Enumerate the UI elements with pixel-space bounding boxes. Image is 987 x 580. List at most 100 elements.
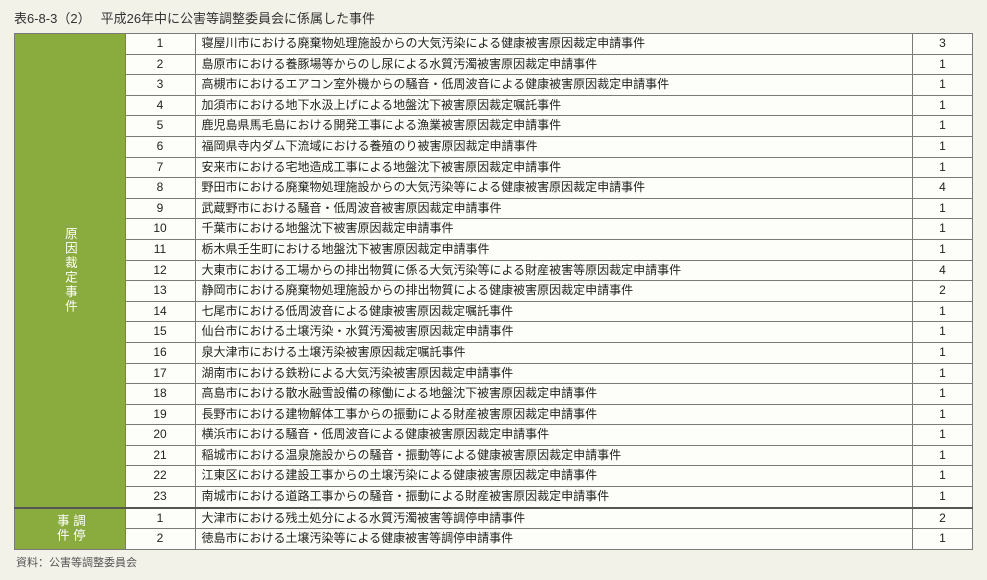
row-description: 高島市における散水融雪設備の稼働による地盤沈下被害原因裁定申請事件 — [195, 384, 913, 405]
row-count: 1 — [913, 157, 973, 178]
row-index: 4 — [125, 95, 195, 116]
row-count: 1 — [913, 425, 973, 446]
row-count: 4 — [913, 260, 973, 281]
row-index: 18 — [125, 384, 195, 405]
row-count: 1 — [913, 301, 973, 322]
row-index: 14 — [125, 301, 195, 322]
row-index: 10 — [125, 219, 195, 240]
row-description: 七尾市における低周波音による健康被害原因裁定嘱託事件 — [195, 301, 913, 322]
table-row: 調停事件1大津市における残土処分による水質汚濁被害等調停申請事件2 — [15, 508, 973, 529]
row-index: 21 — [125, 445, 195, 466]
row-index: 15 — [125, 322, 195, 343]
row-description: 高槻市におけるエアコン室外機からの騒音・低周波音による健康被害原因裁定申請事件 — [195, 75, 913, 96]
row-index: 8 — [125, 178, 195, 199]
row-count: 1 — [913, 529, 973, 550]
row-description: 大東市における工場からの排出物質に係る大気汚染等による財産被害等原因裁定申請事件 — [195, 260, 913, 281]
table-row: 23南城市における道路工事からの騒音・振動による財産被害原因裁定申請事件1 — [15, 487, 973, 508]
source-note: 資料：公害等調整委員会 — [14, 554, 973, 570]
row-description: 横浜市における騒音・低周波音による健康被害原因裁定申請事件 — [195, 425, 913, 446]
table-row: 18高島市における散水融雪設備の稼働による地盤沈下被害原因裁定申請事件1 — [15, 384, 973, 405]
table-title: 平成26年中に公害等調整委員会に係属した事件 — [101, 8, 375, 27]
table-row: 6福岡県寺内ダム下流域における養殖のり被害原因裁定申請事件1 — [15, 136, 973, 157]
row-count: 1 — [913, 54, 973, 75]
table-row: 2島原市における養豚場等からのし尿による水質汚濁被害原因裁定申請事件1 — [15, 54, 973, 75]
row-count: 1 — [913, 342, 973, 363]
row-count: 3 — [913, 34, 973, 55]
table-row: 8野田市における廃棄物処理施設からの大気汚染等による健康被害原因裁定申請事件4 — [15, 178, 973, 199]
row-description: 鹿児島県馬毛島における開発工事による漁業被害原因裁定申請事件 — [195, 116, 913, 137]
row-count: 2 — [913, 281, 973, 302]
row-description: 徳島市における土壌汚染等による健康被害等調停申請事件 — [195, 529, 913, 550]
row-index: 23 — [125, 487, 195, 508]
row-count: 1 — [913, 466, 973, 487]
table-row: 15仙台市における土壌汚染・水質汚濁被害原因裁定申請事件1 — [15, 322, 973, 343]
row-index: 19 — [125, 404, 195, 425]
row-description: 栃木県壬生町における地盤沈下被害原因裁定申請事件 — [195, 239, 913, 260]
row-count: 4 — [913, 178, 973, 199]
section-header: 原因裁定事件 — [15, 34, 126, 508]
row-count: 1 — [913, 116, 973, 137]
row-index: 2 — [125, 54, 195, 75]
row-index: 13 — [125, 281, 195, 302]
row-description: 武蔵野市における騒音・低周波音被害原因裁定申請事件 — [195, 198, 913, 219]
table-row: 原因裁定事件1寝屋川市における廃棄物処理施設からの大気汚染による健康被害原因裁定… — [15, 34, 973, 55]
row-description: 安来市における宅地造成工事による地盤沈下被害原因裁定申請事件 — [195, 157, 913, 178]
row-index: 11 — [125, 239, 195, 260]
row-index: 1 — [125, 508, 195, 529]
row-count: 1 — [913, 136, 973, 157]
table-row: 7安来市における宅地造成工事による地盤沈下被害原因裁定申請事件1 — [15, 157, 973, 178]
row-count: 1 — [913, 239, 973, 260]
row-description: 南城市における道路工事からの騒音・振動による財産被害原因裁定申請事件 — [195, 487, 913, 508]
row-index: 17 — [125, 363, 195, 384]
row-index: 20 — [125, 425, 195, 446]
row-index: 9 — [125, 198, 195, 219]
row-description: 江東区における建設工事からの土壌汚染による健康被害原因裁定申請事件 — [195, 466, 913, 487]
table-row: 3高槻市におけるエアコン室外機からの騒音・低周波音による健康被害原因裁定申請事件… — [15, 75, 973, 96]
table-row: 17湖南市における鉄粉による大気汚染被害原因裁定申請事件1 — [15, 363, 973, 384]
row-count: 1 — [913, 75, 973, 96]
row-index: 12 — [125, 260, 195, 281]
row-description: 寝屋川市における廃棄物処理施設からの大気汚染による健康被害原因裁定申請事件 — [195, 34, 913, 55]
row-index: 6 — [125, 136, 195, 157]
row-count: 1 — [913, 487, 973, 508]
table-row: 2徳島市における土壌汚染等による健康被害等調停申請事件1 — [15, 529, 973, 550]
table-row: 16泉大津市における土壌汚染被害原因裁定嘱託事件1 — [15, 342, 973, 363]
table-row: 22江東区における建設工事からの土壌汚染による健康被害原因裁定申請事件1 — [15, 466, 973, 487]
row-description: 泉大津市における土壌汚染被害原因裁定嘱託事件 — [195, 342, 913, 363]
table-row: 13静岡市における廃棄物処理施設からの排出物質による健康被害原因裁定申請事件2 — [15, 281, 973, 302]
table-row: 14七尾市における低周波音による健康被害原因裁定嘱託事件1 — [15, 301, 973, 322]
section-header: 調停事件 — [15, 508, 126, 550]
row-description: 長野市における建物解体工事からの振動による財産被害原因裁定申請事件 — [195, 404, 913, 425]
row-index: 1 — [125, 34, 195, 55]
table-row: 5鹿児島県馬毛島における開発工事による漁業被害原因裁定申請事件1 — [15, 116, 973, 137]
table-row: 20横浜市における騒音・低周波音による健康被害原因裁定申請事件1 — [15, 425, 973, 446]
row-description: 福岡県寺内ダム下流域における養殖のり被害原因裁定申請事件 — [195, 136, 913, 157]
row-description: 野田市における廃棄物処理施設からの大気汚染等による健康被害原因裁定申請事件 — [195, 178, 913, 199]
row-index: 22 — [125, 466, 195, 487]
table-row: 12大東市における工場からの排出物質に係る大気汚染等による財産被害等原因裁定申請… — [15, 260, 973, 281]
table-row: 11栃木県壬生町における地盤沈下被害原因裁定申請事件1 — [15, 239, 973, 260]
row-description: 静岡市における廃棄物処理施設からの排出物質による健康被害原因裁定申請事件 — [195, 281, 913, 302]
row-description: 加須市における地下水汲上げによる地盤沈下被害原因裁定嘱託事件 — [195, 95, 913, 116]
table-row: 21稲城市における温泉施設からの騒音・振動等による健康被害原因裁定申請事件1 — [15, 445, 973, 466]
row-count: 1 — [913, 322, 973, 343]
row-description: 稲城市における温泉施設からの騒音・振動等による健康被害原因裁定申請事件 — [195, 445, 913, 466]
table-row: 19長野市における建物解体工事からの振動による財産被害原因裁定申請事件1 — [15, 404, 973, 425]
row-index: 5 — [125, 116, 195, 137]
row-index: 7 — [125, 157, 195, 178]
row-count: 1 — [913, 404, 973, 425]
table-row: 10千葉市における地盤沈下被害原因裁定申請事件1 — [15, 219, 973, 240]
row-description: 島原市における養豚場等からのし尿による水質汚濁被害原因裁定申請事件 — [195, 54, 913, 75]
row-count: 1 — [913, 384, 973, 405]
row-count: 2 — [913, 508, 973, 529]
row-count: 1 — [913, 445, 973, 466]
row-index: 2 — [125, 529, 195, 550]
row-index: 3 — [125, 75, 195, 96]
table-id: 表6-8-3（2） — [14, 8, 91, 27]
row-description: 千葉市における地盤沈下被害原因裁定申請事件 — [195, 219, 913, 240]
row-count: 1 — [913, 363, 973, 384]
cases-table: 原因裁定事件1寝屋川市における廃棄物処理施設からの大気汚染による健康被害原因裁定… — [14, 33, 973, 550]
table-row: 4加須市における地下水汲上げによる地盤沈下被害原因裁定嘱託事件1 — [15, 95, 973, 116]
table-row: 9武蔵野市における騒音・低周波音被害原因裁定申請事件1 — [15, 198, 973, 219]
row-count: 1 — [913, 198, 973, 219]
